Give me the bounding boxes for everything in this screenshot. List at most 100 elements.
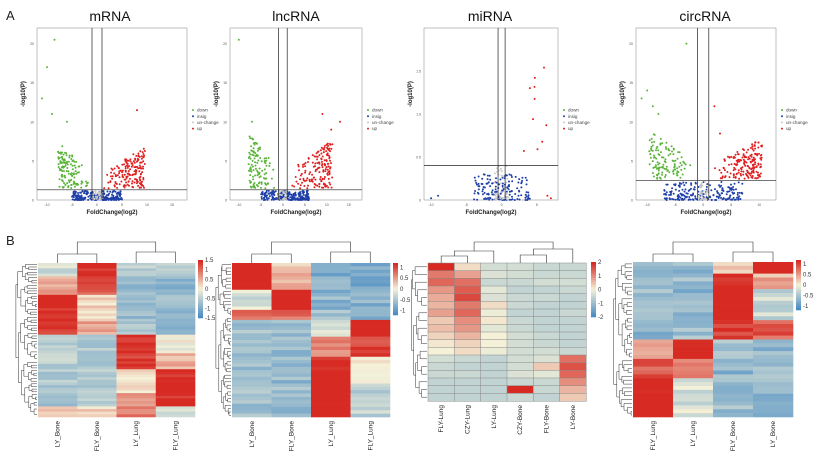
point-down xyxy=(63,159,66,162)
heatmap-cell xyxy=(480,324,508,333)
point-up xyxy=(728,163,730,166)
point-down xyxy=(60,156,63,159)
point-insig xyxy=(489,178,492,181)
colorbar-segment xyxy=(796,295,801,298)
point-down xyxy=(86,182,89,185)
point-up xyxy=(740,174,742,177)
y-tick-label: 5 xyxy=(225,159,227,163)
heatmap-cell xyxy=(232,370,272,374)
point-up xyxy=(131,164,134,167)
colorbar-segment xyxy=(591,300,596,304)
point-insig xyxy=(510,176,513,178)
point-down xyxy=(265,164,268,167)
heatmap-cell xyxy=(77,268,117,272)
point-up xyxy=(113,172,116,175)
point-insig xyxy=(705,185,708,188)
point-down xyxy=(652,175,655,178)
point-insig xyxy=(302,190,305,193)
point-up xyxy=(328,147,331,150)
point-insig xyxy=(520,194,523,197)
heatmap-cell xyxy=(271,396,312,401)
point-insig xyxy=(716,195,718,198)
heatmap-cell xyxy=(155,377,196,381)
heatmap-cell xyxy=(116,329,157,333)
heatmap-cell xyxy=(350,413,391,418)
row-dendrogram xyxy=(215,287,219,369)
point-insig xyxy=(514,193,517,195)
point-insig xyxy=(741,192,744,195)
point-insig xyxy=(307,193,310,195)
point-up xyxy=(304,180,306,182)
point-up xyxy=(322,186,325,189)
point-outlier xyxy=(251,120,253,123)
heatmap-cell xyxy=(271,296,312,301)
point-down xyxy=(651,172,654,174)
heatmap-cell xyxy=(77,273,117,277)
plot-frame xyxy=(423,27,559,201)
point-down xyxy=(252,175,254,178)
point-insig xyxy=(266,194,268,197)
heatmap-cell xyxy=(713,273,754,278)
heatmap-cell xyxy=(155,342,196,346)
point-up xyxy=(736,151,739,153)
row-dendrogram xyxy=(31,394,37,399)
row-dendrogram xyxy=(27,333,37,338)
heatmap-cell xyxy=(38,411,78,415)
point-up xyxy=(314,183,317,186)
point-up xyxy=(737,171,740,174)
point-outlier xyxy=(46,66,48,69)
point-insig xyxy=(672,192,675,195)
point-up xyxy=(743,149,745,152)
heatmap-cell xyxy=(713,281,754,286)
point-insig xyxy=(679,196,682,199)
point-outlier xyxy=(237,38,240,41)
heatmap-cell xyxy=(311,263,351,267)
colorbar-tick-label: -1 xyxy=(598,301,604,307)
point-down xyxy=(71,155,74,158)
heatmap-cell xyxy=(559,339,587,348)
legend-label: up xyxy=(786,126,792,131)
row-dendrogram xyxy=(421,389,427,398)
heatmap-cell xyxy=(559,278,587,287)
point-down xyxy=(57,151,60,154)
point-up xyxy=(723,167,725,170)
point-down xyxy=(68,156,71,159)
point-down xyxy=(68,154,71,157)
point-down xyxy=(675,172,678,175)
point-down xyxy=(670,145,673,148)
x-axis-label: FoldChange(log2) xyxy=(681,210,732,216)
heatmap-cell xyxy=(311,323,351,327)
row-dendrogram xyxy=(27,272,37,276)
heatmap-cell xyxy=(350,326,391,331)
point-un-change xyxy=(500,170,503,173)
row-dendrogram xyxy=(30,351,37,357)
heatmap-cell xyxy=(38,305,78,309)
point-insig xyxy=(718,184,720,187)
point-insig xyxy=(491,182,494,185)
point-up xyxy=(754,147,757,150)
heatmap-cell xyxy=(633,370,674,375)
point-down xyxy=(680,156,683,159)
heatmap-cell xyxy=(232,356,272,361)
row-dendrogram xyxy=(31,327,37,331)
heatmap-cell xyxy=(77,350,117,354)
heatmap-cell xyxy=(311,393,351,398)
legend-marker xyxy=(781,109,783,111)
point-down xyxy=(652,166,655,169)
row-dendrogram xyxy=(622,387,632,395)
row-dendrogram xyxy=(25,300,28,312)
heatmap-cell xyxy=(155,273,196,277)
heatmap-cell xyxy=(559,385,587,394)
heatmap-cell xyxy=(77,329,117,333)
point-un-change xyxy=(493,172,496,175)
heatmap-cell xyxy=(753,370,794,375)
heatmap-cell xyxy=(753,339,794,344)
point-insig xyxy=(481,183,484,185)
point-up xyxy=(308,173,311,175)
heatmap-cell xyxy=(77,294,117,298)
point-up xyxy=(322,169,325,172)
x-tick-label: 5 xyxy=(730,203,732,207)
heatmap-cell xyxy=(155,393,196,397)
point-up xyxy=(747,158,750,161)
